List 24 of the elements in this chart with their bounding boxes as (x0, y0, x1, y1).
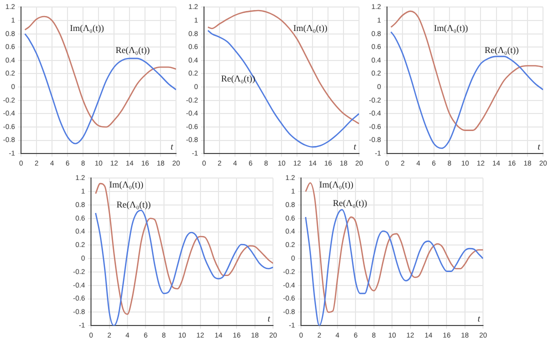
line-series (24, 33, 176, 144)
line-series (94, 210, 274, 326)
line-series (94, 182, 274, 315)
x-axis-title: t (170, 141, 174, 152)
x-axis-title: t (354, 141, 357, 152)
line-series (24, 16, 176, 128)
line-series (390, 10, 544, 131)
line-series (390, 31, 544, 149)
series-label: Im(Λ₀(t)) (109, 179, 144, 190)
line-series (207, 10, 360, 124)
line-series (304, 182, 484, 313)
series-label: Im(Λ₀(t)) (70, 22, 104, 33)
series-label: Re(Λ₀(t)) (332, 198, 368, 208)
x-axis-title: t (268, 313, 271, 324)
series-label: Re(Λ₀(t)) (221, 73, 256, 84)
series-label: Im(Λ₀(t)) (293, 22, 328, 33)
line-series (304, 209, 484, 326)
x-axis-title: t (478, 313, 481, 324)
series-label: Re(Λ₀(t)) (116, 44, 150, 55)
series-label: Re(Λ₀(t)) (484, 44, 519, 55)
x-axis-title: t (538, 141, 541, 152)
series-label: Im(Λ₀(t)) (319, 179, 354, 190)
series-label: Im(Λ₀(t)) (434, 22, 468, 33)
series-label: Re(Λ₀(t)) (116, 199, 151, 210)
